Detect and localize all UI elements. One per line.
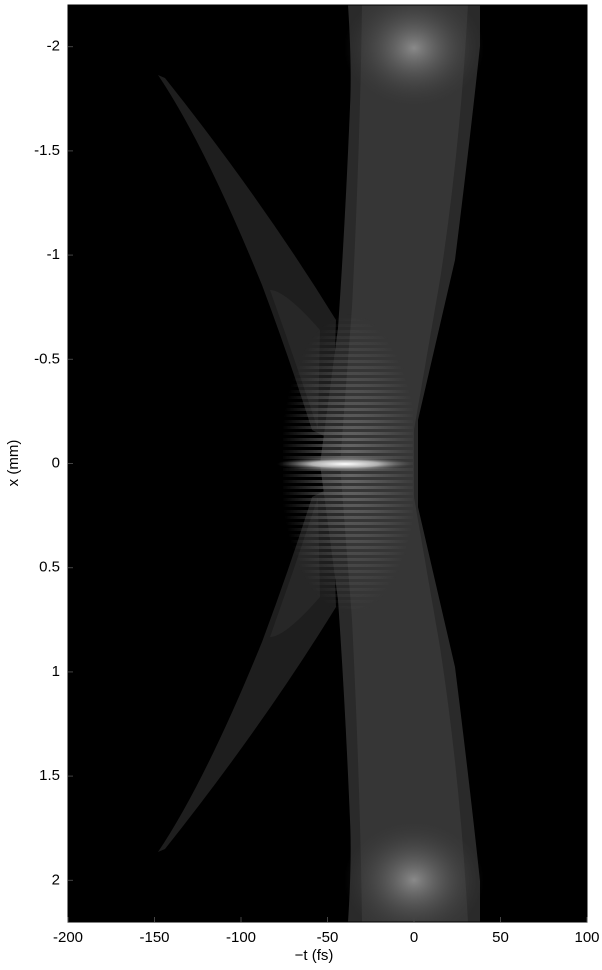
y-tick-label: 0 [52, 454, 60, 471]
y-tick-label: -2 [47, 38, 60, 55]
x-axis-label: −t (fs) [295, 947, 334, 964]
x-tick-label: -100 [226, 929, 256, 946]
y-tick-label: -0.5 [34, 350, 60, 367]
y-tick-label: 1.5 [39, 767, 60, 784]
image [68, 5, 587, 922]
y-tick-label: 2 [52, 871, 60, 888]
y-tick-label: -1.5 [34, 142, 60, 159]
x-tick-label: -150 [139, 929, 169, 946]
x-tick-label: 0 [410, 929, 418, 946]
x-tick-label: 50 [492, 929, 509, 946]
y-tick-label: 0.5 [39, 559, 60, 576]
y-tick-label: 1 [52, 663, 60, 680]
y-tick-label: -1 [47, 246, 60, 263]
y-axis-label: x (mm) [5, 440, 22, 487]
x-tick-label: 100 [574, 929, 599, 946]
x-tick-label: -50 [317, 929, 339, 946]
x-tick-label: -200 [53, 929, 83, 946]
